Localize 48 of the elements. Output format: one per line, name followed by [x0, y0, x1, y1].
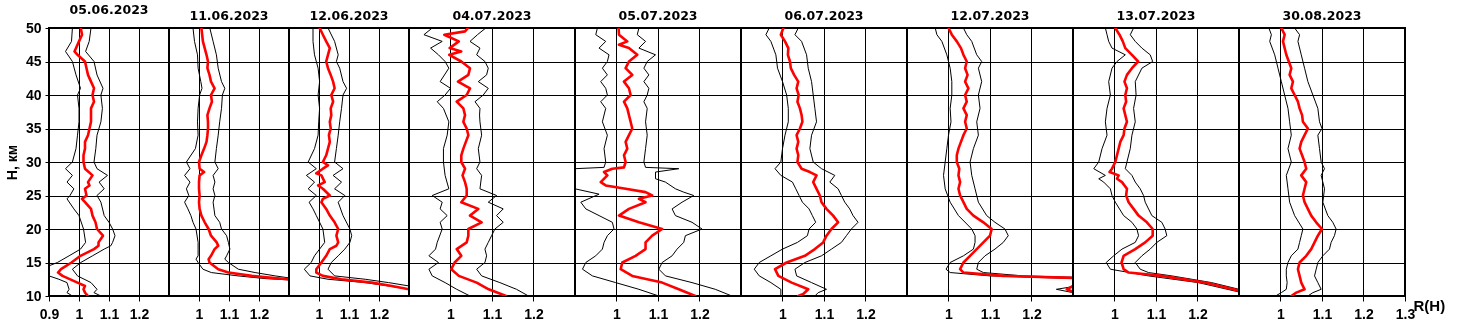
y-tick-label: 15: [25, 254, 42, 270]
x-tick-label: 1: [195, 305, 204, 322]
x-tick-label: 1: [315, 305, 324, 322]
x-tick-label: 1: [1111, 305, 1120, 322]
chart-title: 30.08.2023: [1282, 8, 1362, 23]
x-tick-label: 1.2: [1354, 305, 1374, 322]
x-tick-label: 0.9: [39, 305, 60, 322]
x-axis-title: R(H): [1413, 296, 1446, 314]
chart-title: 13.07.2023: [1116, 8, 1196, 23]
x-tick-label: 1: [779, 305, 788, 322]
x-tick-label: 1: [613, 305, 622, 322]
x-tick-label: 1.2: [524, 305, 544, 322]
x-tick-label: 1: [1277, 305, 1286, 322]
x-tick-label: 1: [75, 305, 84, 322]
x-tick-label: 1.1: [648, 305, 669, 322]
y-tick-label: 10: [25, 287, 42, 304]
x-tick-label: 1.2: [690, 305, 710, 322]
x-tick-label: 1.2: [1022, 305, 1042, 322]
x-tick-label: 1.2: [369, 305, 390, 322]
y-tick-label: 45: [25, 53, 42, 69]
chart-title: 11.06.2023: [189, 8, 269, 23]
x-tick-label: 1.1: [980, 305, 1001, 322]
chart-title: 04.07.2023: [452, 8, 532, 23]
y-tick-label: 25: [25, 187, 42, 203]
x-tick-label: 1.1: [219, 305, 240, 322]
x-tick-label: 1.1: [814, 305, 835, 322]
chart-title: 12.06.2023: [309, 8, 389, 23]
x-tick-label: 1.2: [129, 305, 150, 322]
x-tick-label: 1.2: [856, 305, 876, 322]
chart-title: 05.07.2023: [618, 8, 698, 23]
y-tick-label: 35: [25, 120, 42, 136]
y-tick-label: 40: [25, 86, 42, 103]
y-tick-label: 20: [25, 220, 42, 237]
x-tick-label: 1.1: [99, 305, 120, 322]
x-tick-label: 1.1: [1146, 305, 1167, 322]
x-tick-label: 1.1: [482, 305, 503, 322]
x-tick-label: 1: [447, 305, 456, 322]
x-tick-label: 1.2: [249, 305, 270, 322]
x-tick-label: 1: [945, 305, 954, 322]
x-tick-label: 1.1: [1312, 305, 1333, 322]
x-tick-label: 1.1: [339, 305, 360, 322]
y-tick-label: 50: [25, 19, 42, 36]
chart-title: 12.07.2023: [950, 8, 1030, 23]
x-tick-label: 1.2: [1188, 305, 1208, 322]
chart-title: 05.06.2023: [69, 1, 149, 17]
y-tick-label: 30: [25, 153, 42, 170]
chart-title: 06.07.2023: [784, 8, 864, 23]
y-axis-title: H, км: [3, 144, 20, 181]
